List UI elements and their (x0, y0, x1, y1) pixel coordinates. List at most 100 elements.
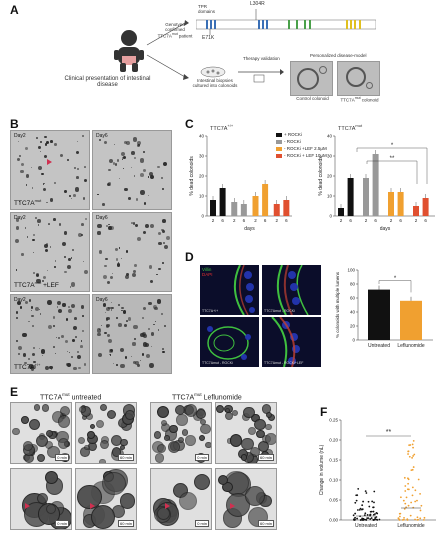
colonoid-dot (109, 349, 113, 353)
colonoid-dot (77, 233, 82, 238)
d-image-wt: Villin DAPI TTC7A+/+ (200, 265, 259, 315)
panel-b-label: B (10, 117, 19, 131)
f-point (404, 502, 407, 505)
colonoid-dot (128, 196, 131, 200)
clinical-text: Clinical presentation of intestinal dise… (64, 76, 151, 88)
colonoid-dot (109, 225, 114, 231)
colonoid-dot (59, 153, 64, 158)
colonoid-dot (32, 233, 35, 237)
c-xtick-label: 2 (275, 218, 278, 223)
colonoid-dot (18, 200, 21, 203)
colonoid-dot (26, 236, 29, 238)
f-point (417, 478, 420, 481)
organoid-shape (33, 404, 41, 411)
colonoid-dot (64, 340, 68, 344)
colonoid-dot (133, 137, 138, 142)
d-villin-label: Villin (202, 267, 212, 272)
b-row-label-sup: mut (34, 279, 42, 285)
f-ylabel: Change in volume (nL) (319, 444, 325, 495)
e-untreated-sup: mut (62, 392, 70, 397)
b-row-label-main: TTC7A (14, 282, 35, 289)
f-point (414, 489, 417, 492)
d-bar (400, 300, 422, 340)
f-point (372, 510, 375, 513)
b-row-label: TTC7Amut +LEF (14, 280, 59, 289)
colonoid-dot (83, 260, 85, 262)
f-xtick-label: Leflunomide (397, 523, 424, 529)
genotype-suffix: patient (177, 33, 193, 39)
organoid-shape (112, 447, 122, 457)
f-point (413, 453, 416, 456)
colonoid-dot (143, 169, 147, 173)
b-image-r2-c2: Day6 (92, 212, 172, 292)
organoid-shape (265, 433, 276, 445)
colonoid-dot (81, 223, 84, 227)
colonoid-dot (49, 365, 53, 370)
c-legend-swatch (276, 132, 282, 137)
gene-diagram (196, 9, 376, 35)
culture-plate-icon (200, 66, 226, 78)
colonoid-dot (54, 266, 56, 268)
colonoid-dot (112, 307, 114, 309)
c-title-right-main: TTC7A (338, 125, 356, 132)
colonoid-dot (67, 265, 72, 269)
colonoid-dot (81, 233, 84, 236)
colonoid-dot (120, 348, 125, 353)
colonoid-dot (107, 168, 111, 172)
colonoid-dot (42, 280, 45, 283)
colonoid-dot (163, 241, 165, 244)
colonoid-dot (122, 155, 127, 160)
colonoid-dot (45, 249, 49, 253)
colonoid-dot (39, 151, 42, 153)
colonoid-dot (123, 141, 128, 145)
genotype-sup: mut (171, 31, 178, 36)
f-point (364, 490, 367, 493)
organoid-shape (57, 438, 69, 450)
colonoid-dot (153, 305, 158, 310)
organoid-shape (218, 475, 229, 486)
c-xtick-label: 6 (264, 218, 267, 223)
f-point (354, 516, 356, 519)
d-ytick-label: 40 (350, 310, 356, 315)
organoid-shape (96, 419, 105, 428)
colonoid-dot (38, 309, 40, 311)
colonoid-dot (18, 154, 22, 158)
b-day6-label: Day6 (96, 297, 108, 303)
colonoid-dot (37, 224, 40, 226)
colonoid-dot (132, 342, 136, 346)
f-point (403, 516, 405, 519)
mut-colonoid-suffix: colonoid (360, 97, 379, 103)
colonoid-dot (132, 222, 135, 225)
colonoid-dot (47, 300, 52, 305)
organoid-shape (247, 427, 256, 436)
colonoid-dot (107, 280, 111, 284)
colonoid-dot (39, 312, 42, 315)
colonoid-dot (82, 329, 85, 332)
f-point (416, 516, 419, 519)
colonoid-dot (64, 256, 67, 259)
c-bar (372, 154, 379, 216)
colonoid-dot (36, 278, 41, 284)
colonoid-dot (134, 264, 138, 267)
colonoid-dot (131, 167, 133, 169)
organoid-shape (266, 412, 273, 419)
c-xtick-label: 6 (349, 218, 352, 223)
f-point (411, 456, 413, 459)
colonoid-dot (112, 362, 114, 364)
f-point (412, 446, 414, 449)
colonoid-dot (163, 161, 168, 166)
f-point (376, 512, 379, 515)
organoid-shape (245, 486, 266, 507)
e-image-r1-c1: 0 min (10, 402, 72, 464)
colonoid-dot (44, 135, 47, 139)
f-point (361, 508, 363, 511)
colonoid-dot (142, 342, 148, 347)
colonoid-dot (19, 306, 23, 309)
colonoid-dot (108, 223, 110, 225)
colonoid-dot (76, 351, 79, 354)
colonoid-dot (77, 355, 82, 360)
colonoid-dot (62, 303, 66, 307)
colonoid-dot (28, 364, 33, 369)
colonoid-dot (164, 325, 167, 328)
f-point (369, 518, 372, 520)
